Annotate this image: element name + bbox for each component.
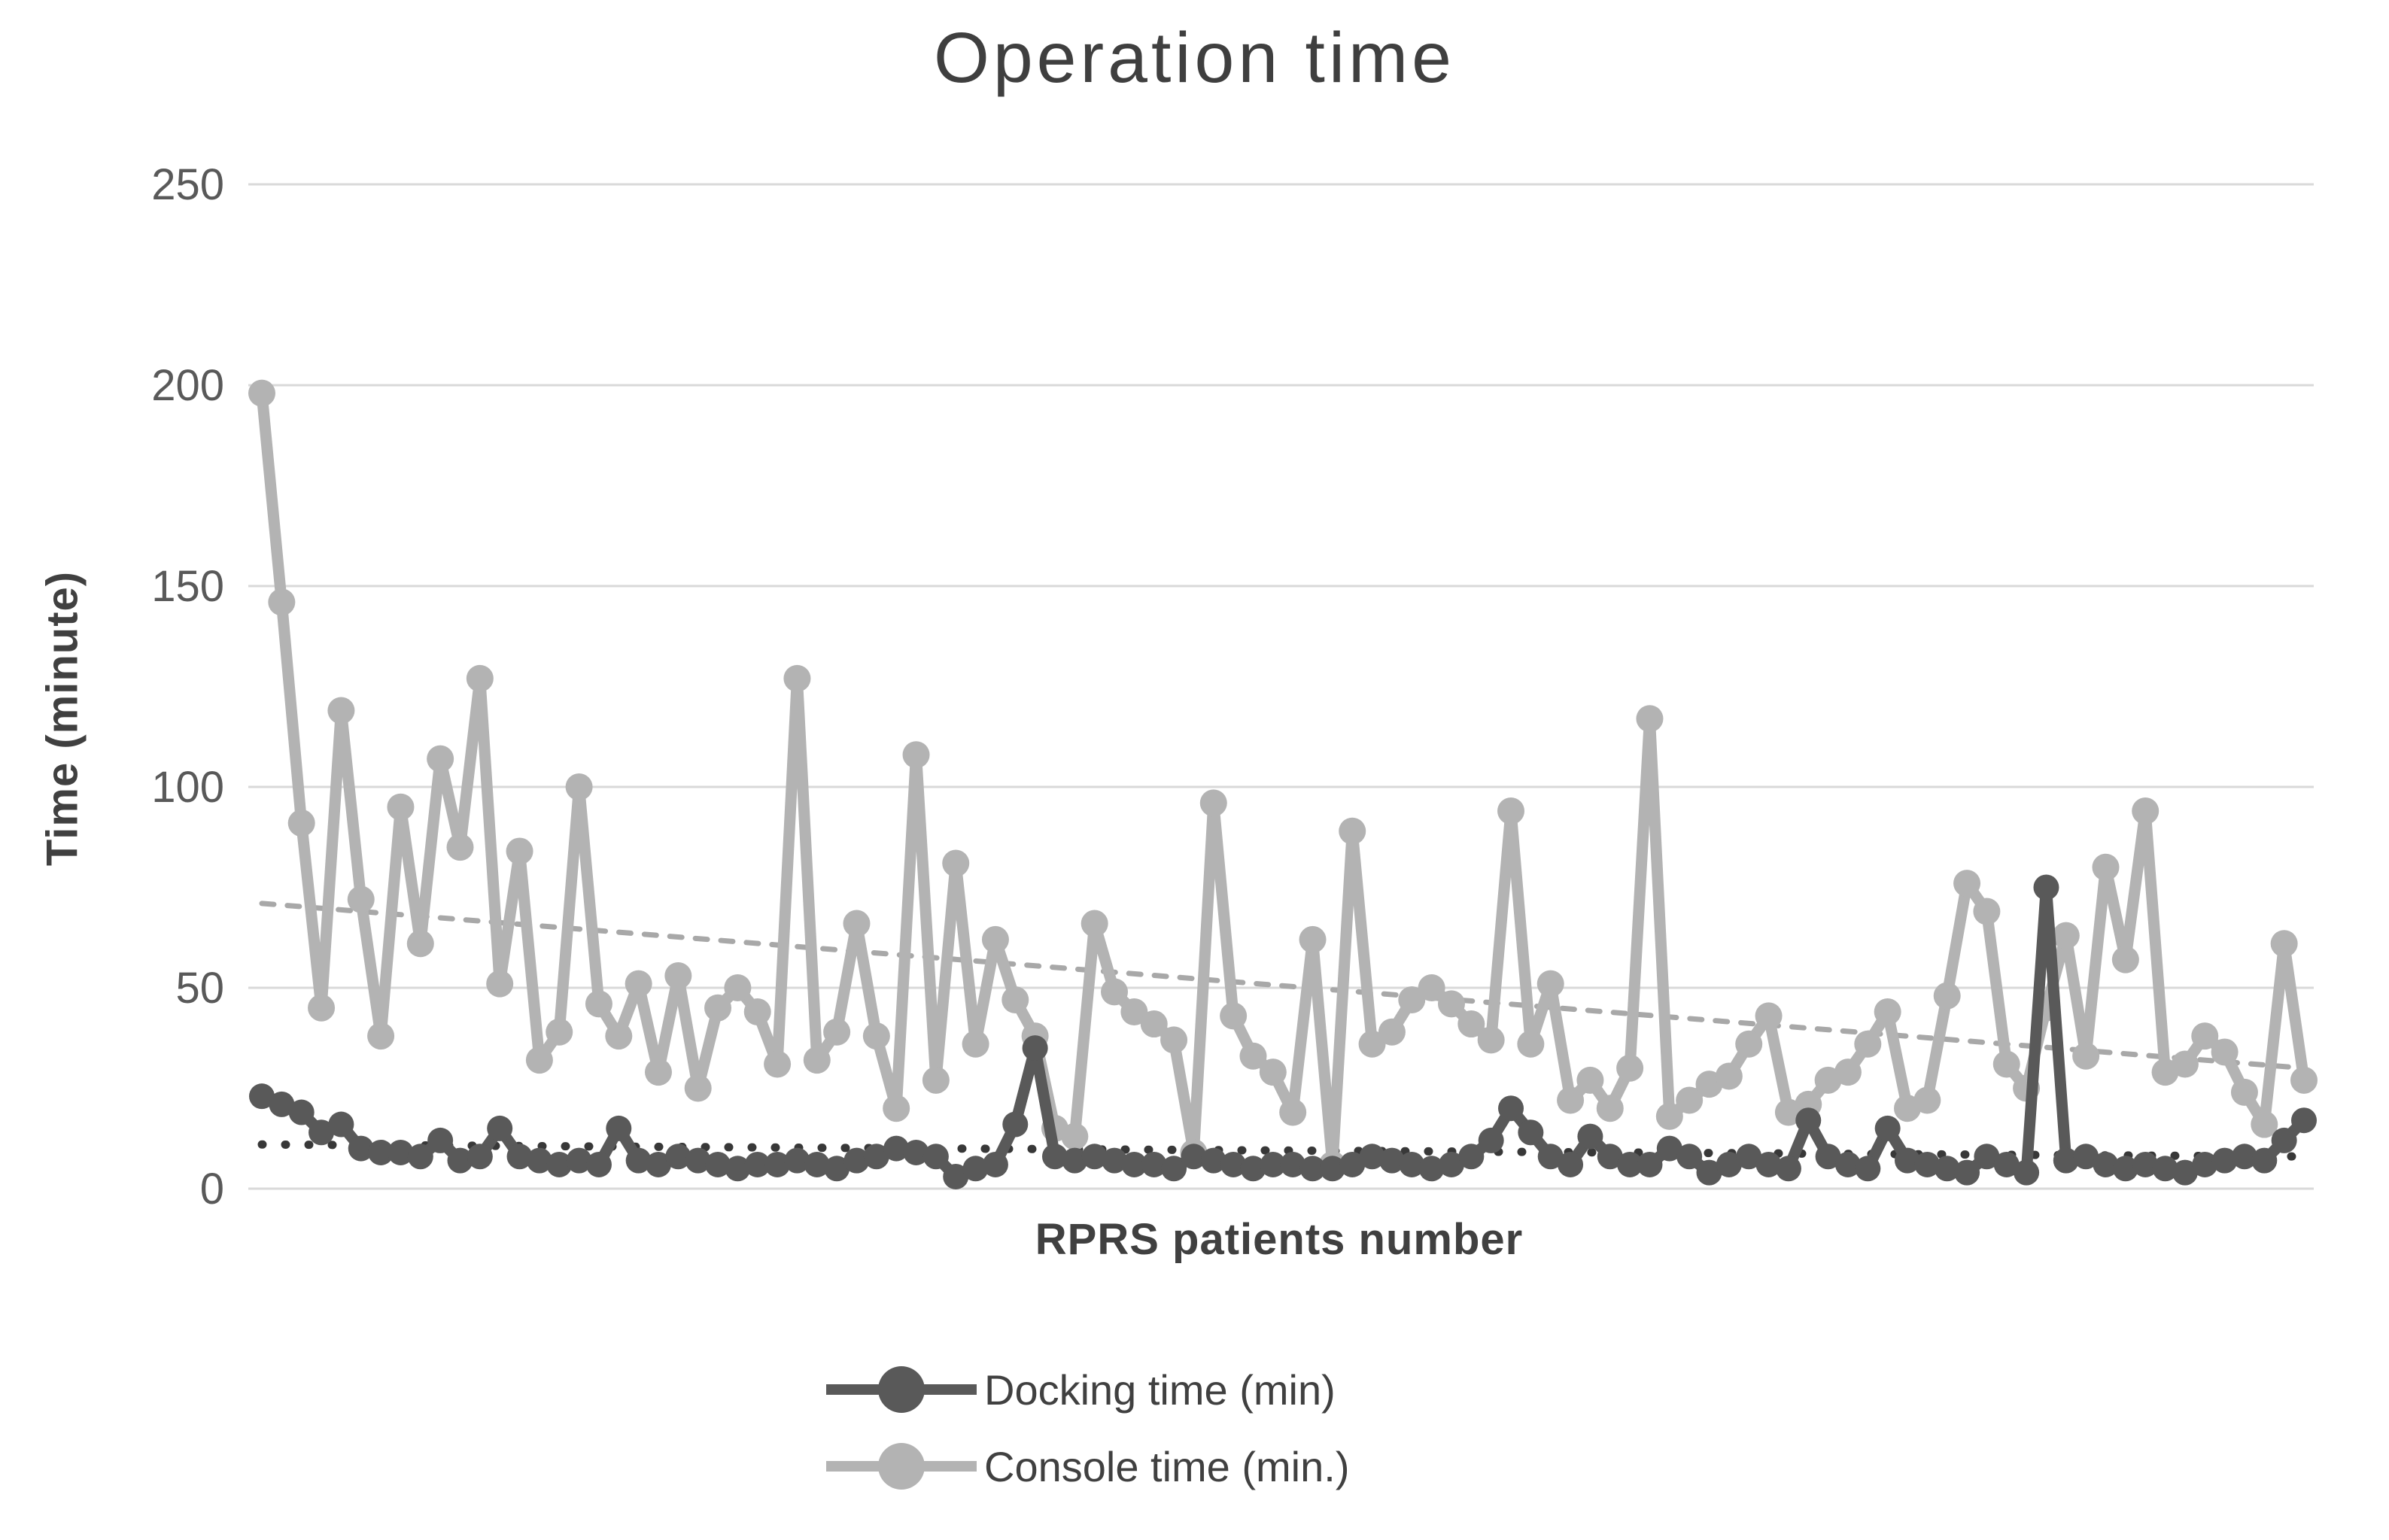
y-tick-label: 50 — [175, 964, 224, 1013]
trendline-docking — [257, 1140, 2308, 1161]
y-tick-label: 0 — [200, 1165, 224, 1213]
legend-docking-dot — [878, 1366, 925, 1413]
legend-item-console: Console time (min.) — [826, 1431, 1349, 1502]
trendline-console — [259, 901, 2307, 1071]
y-axis-label: Time (minute) — [38, 570, 87, 867]
chart-title: Operation time — [933, 18, 1456, 98]
legend: Docking time (min) Console time (min.) — [826, 1354, 1349, 1502]
y-tick-label: 200 — [151, 361, 224, 410]
console-line-marker-icon — [826, 1443, 977, 1490]
legend-label-docking: Docking time (min) — [984, 1365, 1336, 1414]
legend-item-docking: Docking time (min) — [826, 1354, 1349, 1425]
x-axis-label: RPRS patients number — [1035, 1215, 1524, 1264]
y-tick-label: 250 — [151, 160, 224, 209]
series-console-time — [248, 379, 2318, 1178]
y-tick-label: 150 — [151, 562, 224, 611]
docking-line-marker-icon — [826, 1366, 977, 1413]
legend-label-console: Console time (min.) — [984, 1442, 1350, 1490]
legend-console-dot — [878, 1443, 925, 1490]
y-tick-label: 100 — [151, 763, 224, 812]
series-docking-time — [249, 874, 2317, 1189]
